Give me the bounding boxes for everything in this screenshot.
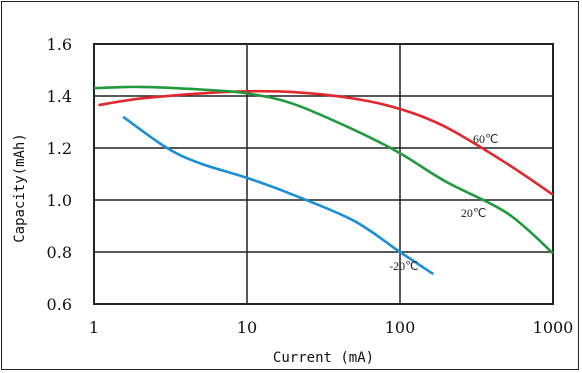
x-tick-label: 1000 xyxy=(533,318,574,337)
series-label-0: 60℃ xyxy=(473,132,498,146)
y-tick-labels: 0.6 0.8 1.0 1.2 1.4 1.6 xyxy=(47,35,72,314)
series-annotations: 60℃ 20℃ -20℃ xyxy=(389,132,498,273)
y-tick-label: 1.4 xyxy=(47,87,72,106)
series-line-2 xyxy=(122,115,434,276)
y-tick-label: 0.8 xyxy=(47,243,72,262)
y-tick-label: 0.6 xyxy=(47,295,72,314)
y-tick-label: 1.0 xyxy=(47,191,72,210)
x-tick-label: 10 xyxy=(237,318,257,337)
x-tick-labels: 1 10 100 1000 xyxy=(89,318,573,337)
plot-area xyxy=(93,43,554,305)
y-tick-label: 1.2 xyxy=(47,139,72,158)
y-axis-label: Capacity(mAh) xyxy=(12,133,28,243)
x-tick-label: 100 xyxy=(385,318,416,337)
series-line-0 xyxy=(98,89,554,196)
x-tick-label: 1 xyxy=(89,318,99,337)
series-line-1 xyxy=(93,85,554,255)
grid xyxy=(93,43,554,305)
series-label-2: -20℃ xyxy=(389,259,418,273)
series-lines xyxy=(93,85,554,276)
series-label-1: 20℃ xyxy=(461,206,486,220)
x-axis-label: Current (mA) xyxy=(273,350,374,366)
y-tick-label: 1.6 xyxy=(47,35,72,54)
